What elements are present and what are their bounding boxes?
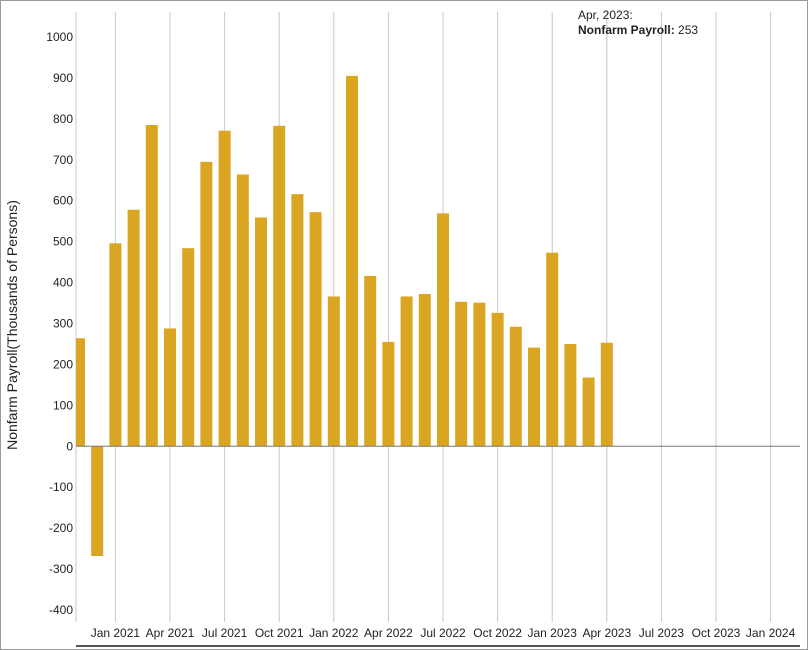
bar[interactable] — [273, 125, 286, 447]
x-tick-label: Jan 2023 — [528, 626, 578, 640]
x-tick-label: Jan 2022 — [309, 626, 359, 640]
bar[interactable] — [327, 296, 340, 447]
bar[interactable] — [218, 130, 231, 447]
x-tick-label: Jul 2023 — [639, 626, 685, 640]
y-tick-label: 700 — [53, 153, 73, 167]
bar[interactable] — [400, 296, 413, 447]
bar[interactable] — [255, 217, 267, 447]
bar[interactable] — [546, 252, 559, 447]
tooltip-value: 253 — [678, 23, 699, 37]
bar[interactable] — [182, 248, 195, 447]
x-axis-ticks: Jan 2021 Apr 2021 Jul 2021 Oct 2021 Jan 2022… — [91, 626, 796, 640]
y-tick-label: 900 — [53, 71, 73, 85]
x-tick-label: Jul 2022 — [420, 626, 466, 640]
bar[interactable] — [600, 342, 613, 447]
bars — [76, 75, 613, 556]
bar[interactable] — [437, 213, 449, 447]
x-tick-label: Oct 2022 — [473, 626, 522, 640]
bar[interactable] — [109, 243, 122, 447]
bar[interactable] — [382, 341, 395, 447]
bar[interactable] — [200, 161, 213, 447]
y-tick-label: -400 — [49, 603, 73, 617]
tooltip-series-name: Nonfarm Payroll: — [578, 23, 675, 37]
y-tick-label: 100 — [53, 398, 73, 412]
y-tick-label: 800 — [53, 112, 73, 126]
x-tick-label: Jan 2024 — [746, 626, 796, 640]
y-tick-label: 400 — [53, 276, 73, 290]
bar[interactable] — [91, 446, 104, 556]
x-tick-label: Jul 2021 — [202, 626, 248, 640]
bar[interactable] — [364, 276, 377, 447]
bar[interactable] — [528, 347, 540, 447]
bar[interactable] — [418, 294, 431, 447]
tooltip-series-row: Nonfarm Payroll: 253 — [578, 23, 698, 38]
y-axis-title: Nonfarm Payroll(Thousands of Persons) — [4, 200, 20, 450]
y-tick-label: -300 — [49, 562, 73, 576]
bar[interactable] — [473, 302, 486, 447]
x-tick-label: Apr 2022 — [364, 626, 413, 640]
bar[interactable] — [291, 194, 304, 447]
y-axis-ticks: 10009008007006005004003002001000-100-200… — [46, 30, 73, 617]
x-tick-label: Oct 2023 — [692, 626, 741, 640]
bar[interactable] — [127, 209, 140, 447]
y-tick-label: -100 — [49, 480, 73, 494]
bar[interactable] — [346, 75, 358, 447]
bar[interactable] — [582, 377, 595, 447]
y-tick-label: -200 — [49, 521, 73, 535]
bar[interactable] — [564, 343, 577, 447]
y-tick-label: 200 — [53, 357, 73, 371]
y-tick-label: 0 — [66, 439, 73, 453]
bar[interactable] — [164, 328, 176, 447]
y-tick-label: 300 — [53, 317, 73, 331]
bar[interactable] — [236, 174, 249, 447]
x-tick-label: Oct 2021 — [255, 626, 304, 640]
bar[interactable] — [145, 124, 158, 447]
y-tick-label: 600 — [53, 194, 73, 208]
x-tick-label: Apr 2023 — [582, 626, 631, 640]
bar[interactable] — [491, 312, 504, 447]
bar[interactable] — [455, 301, 468, 447]
y-tick-label: 1000 — [46, 30, 73, 44]
x-tick-label: Apr 2021 — [146, 626, 195, 640]
hover-tooltip: Apr, 2023: Nonfarm Payroll: 253 — [578, 8, 698, 38]
bar[interactable] — [309, 212, 322, 447]
bar[interactable] — [509, 326, 522, 447]
bar[interactable] — [76, 338, 85, 447]
tooltip-date: Apr, 2023: — [578, 8, 633, 22]
x-tick-label: Jan 2021 — [91, 626, 141, 640]
y-tick-label: 500 — [53, 235, 73, 249]
